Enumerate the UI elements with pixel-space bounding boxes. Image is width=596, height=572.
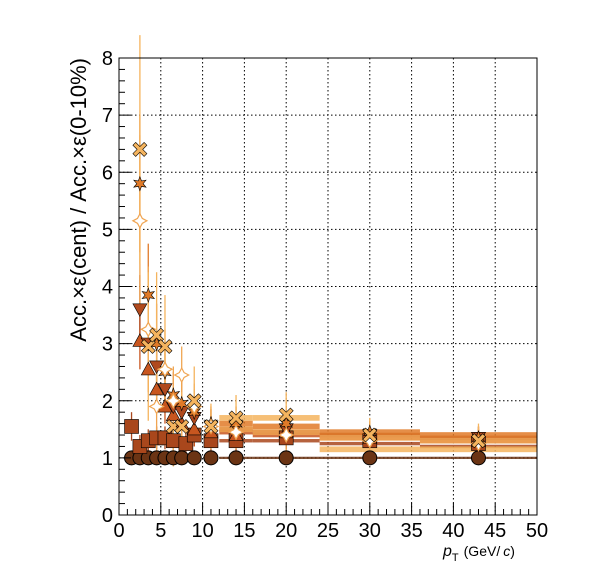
data-point: [228, 450, 244, 466]
x-tick-label: 5: [155, 520, 166, 542]
x-tick-label: 30: [359, 520, 381, 542]
data-point: [166, 433, 181, 449]
x-tick-label: 0: [113, 520, 124, 542]
x-tick-label: 10: [191, 520, 213, 542]
data-point: [156, 361, 174, 378]
y-tick-label: 7: [102, 105, 113, 127]
data-point: [203, 419, 219, 434]
axis-ticks: [118, 57, 538, 516]
data-point: [133, 175, 147, 192]
data-point: [277, 426, 295, 444]
data-point: [140, 321, 157, 338]
data-point: [174, 450, 190, 466]
data-point: [148, 398, 165, 415]
data-point: [362, 427, 378, 443]
x-tick-label: 25: [317, 520, 339, 542]
data-point: [131, 212, 149, 230]
data-point: [141, 287, 156, 303]
y-tick-label: 0: [102, 505, 113, 527]
x-axis-title-close: ): [510, 543, 515, 559]
y-tick-label: 8: [102, 48, 113, 70]
x-axis-title-sub: T: [452, 552, 459, 564]
data-point: [157, 339, 173, 354]
x-tick-label: 50: [526, 520, 548, 542]
data-point: [149, 360, 165, 375]
data-point: [173, 366, 190, 384]
data-point: [278, 450, 294, 466]
data-point: [186, 421, 202, 436]
x-axis-title-p: p: [442, 543, 452, 560]
y-tick-label: 6: [102, 162, 113, 184]
x-axis-title: pT (GeV/c): [442, 543, 515, 564]
data-point: [470, 450, 486, 466]
data-point: [140, 361, 156, 376]
y-tick-label: 2: [102, 391, 113, 413]
x-tick-label: 40: [442, 520, 464, 542]
data-point: [186, 450, 202, 466]
x-tick-label: 15: [233, 520, 255, 542]
data-point: [278, 407, 294, 423]
data-point: [165, 392, 182, 410]
x-tick-label: 45: [484, 520, 506, 542]
y-axis-title: Acc.×ε(cent) / Acc.×ε(0-10%): [66, 58, 91, 342]
data-point: [149, 381, 165, 396]
y-tick-labels: 0 1 2 3 4 5 6 7 8: [102, 48, 113, 527]
data-point: [132, 141, 148, 157]
data-markers: [124, 141, 487, 466]
data-point: [157, 383, 173, 397]
data-point: [132, 303, 148, 318]
data-point: [186, 393, 202, 409]
data-point: [362, 450, 378, 466]
data-point: [203, 450, 219, 466]
data-point: [165, 407, 181, 421]
data-point: [174, 419, 190, 434]
data-point: [140, 339, 156, 354]
y-tick-label: 3: [102, 334, 113, 356]
y-tick-label: 5: [102, 219, 113, 241]
data-point: [471, 433, 486, 449]
y-tick-label: 4: [102, 277, 113, 299]
data-point: [227, 423, 245, 441]
data-point: [149, 327, 165, 343]
x-tick-label: 35: [400, 520, 422, 542]
x-tick-label: 20: [275, 520, 297, 542]
data-point: [228, 410, 244, 426]
data-point: [124, 419, 139, 434]
x-tick-labels: 0 5 10 15 20 25 30 35 40 45 50: [113, 520, 548, 542]
y-tick-label: 1: [102, 448, 113, 470]
x-axis-title-unit: (GeV/: [464, 543, 501, 559]
x-axis-title-c: c: [503, 543, 510, 559]
